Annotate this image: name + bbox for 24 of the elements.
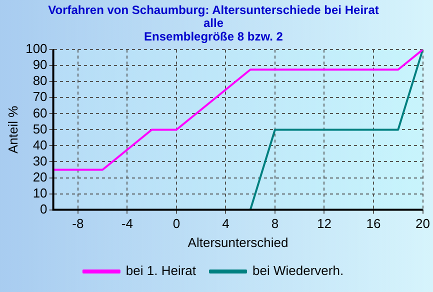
y-axis-title: Anteil %: [5, 105, 20, 154]
x-tick-label: 16: [366, 216, 381, 232]
legend-label: bei 1. Heirat: [126, 263, 196, 278]
y-tick-label: 80: [32, 73, 48, 88]
y-tick-label: 0: [40, 201, 48, 216]
x-tick-label: 20: [416, 216, 430, 232]
x-axis-title: Altersunterschied: [188, 234, 288, 250]
legend-label: bei Wiederverh.: [252, 263, 344, 278]
y-tick-label: 40: [32, 137, 48, 152]
x-tick-label: 0: [172, 216, 180, 232]
y-tick-label: 70: [32, 89, 48, 104]
x-tick-label: -4: [121, 216, 133, 232]
y-tick-label: 90: [32, 57, 48, 72]
x-tick-label: 4: [222, 216, 230, 232]
x-tick-label: -8: [72, 216, 84, 232]
y-tick-label: 50: [32, 121, 48, 136]
x-tick-label: 12: [317, 216, 332, 232]
y-tick-label: 30: [32, 153, 48, 168]
y-tick-label: 100: [26, 41, 48, 56]
y-tick-label: 20: [32, 169, 48, 184]
chart-title: Vorfahren von Schaumburg: Altersunterschiede bei Heirat alle Ensemblegröße 8 bzw. 2: [48, 2, 379, 44]
y-tick-label: 10: [32, 185, 48, 200]
y-tick-label: 60: [32, 105, 48, 120]
x-tick-label: 8: [271, 216, 279, 232]
